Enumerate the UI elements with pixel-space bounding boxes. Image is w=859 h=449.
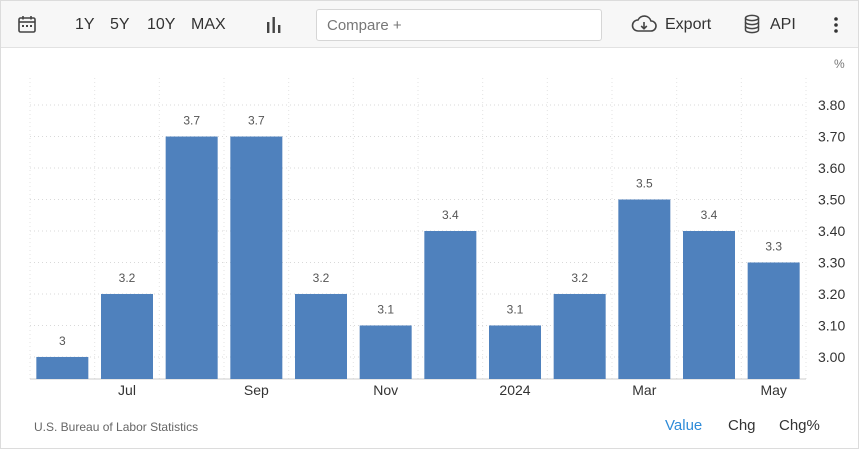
data-label: 3 [59, 334, 66, 348]
bar [295, 293, 347, 379]
x-tick-label: 2024 [499, 382, 530, 398]
mode-chg-pct-tab[interactable]: Chg% [779, 417, 820, 434]
x-tick-label: Jul [118, 382, 136, 398]
data-label: 3.4 [442, 208, 459, 222]
unit-label: % [834, 57, 845, 71]
database-icon[interactable] [744, 14, 760, 39]
data-label: 3.1 [377, 302, 394, 316]
y-tick-label: 3.20 [818, 286, 845, 302]
bar [747, 262, 800, 379]
data-label: 3.4 [701, 208, 718, 222]
bar [553, 293, 606, 379]
more-vertical-icon[interactable] [832, 16, 840, 39]
bar [683, 231, 735, 379]
bar [618, 199, 671, 379]
x-tick-label: Sep [244, 382, 269, 398]
cloud-download-icon[interactable] [631, 14, 657, 39]
y-tick-label: 3.70 [818, 129, 845, 145]
y-tick-label: 3.60 [818, 160, 845, 176]
export-button[interactable]: Export [665, 16, 712, 33]
bar [489, 325, 541, 379]
bar [36, 356, 89, 379]
source-label: U.S. Bureau of Labor Statistics [34, 420, 199, 434]
range-10y-button[interactable]: 10Y [147, 16, 176, 33]
data-label: 3.2 [571, 271, 588, 285]
bar [424, 231, 477, 379]
bar [230, 136, 283, 379]
toolbar: 1Y 5Y 10Y MAX Export [1, 1, 858, 48]
range-1y-button[interactable]: 1Y [75, 16, 95, 33]
data-label: 3.7 [183, 114, 200, 128]
x-tick-label: May [760, 382, 786, 398]
data-label: 3.7 [248, 114, 265, 128]
bar [165, 136, 218, 379]
bar [101, 293, 153, 379]
data-label: 3.3 [765, 239, 782, 253]
y-tick-label: 3.30 [818, 254, 845, 270]
bar [359, 325, 412, 379]
bar-chart-icon[interactable] [266, 16, 282, 39]
x-tick-label: Mar [632, 382, 656, 398]
data-label: 3.2 [119, 271, 136, 285]
x-tick-label: Nov [373, 382, 398, 398]
compare-input[interactable] [316, 9, 602, 41]
y-tick-label: 3.10 [818, 317, 845, 333]
y-tick-label: 3.40 [818, 223, 845, 239]
y-tick-label: 3.50 [818, 192, 845, 208]
data-label: 3.1 [507, 302, 524, 316]
range-max-button[interactable]: MAX [191, 16, 226, 33]
calendar-icon[interactable] [17, 14, 37, 39]
api-button[interactable]: API [770, 16, 796, 33]
mode-chg-tab[interactable]: Chg [728, 417, 756, 434]
range-5y-button[interactable]: 5Y [110, 16, 130, 33]
mode-value-tab[interactable]: Value [665, 417, 703, 434]
data-label: 3.2 [313, 271, 330, 285]
y-tick-label: 3.00 [818, 349, 845, 365]
bar-chart: 3.80 3.70 3.60 3.50 3.40 3.30 3.20 3.10 3.00 3 3.2… [29, 78, 845, 398]
data-label: 3.5 [636, 177, 653, 191]
y-tick-label: 3.80 [818, 97, 845, 113]
